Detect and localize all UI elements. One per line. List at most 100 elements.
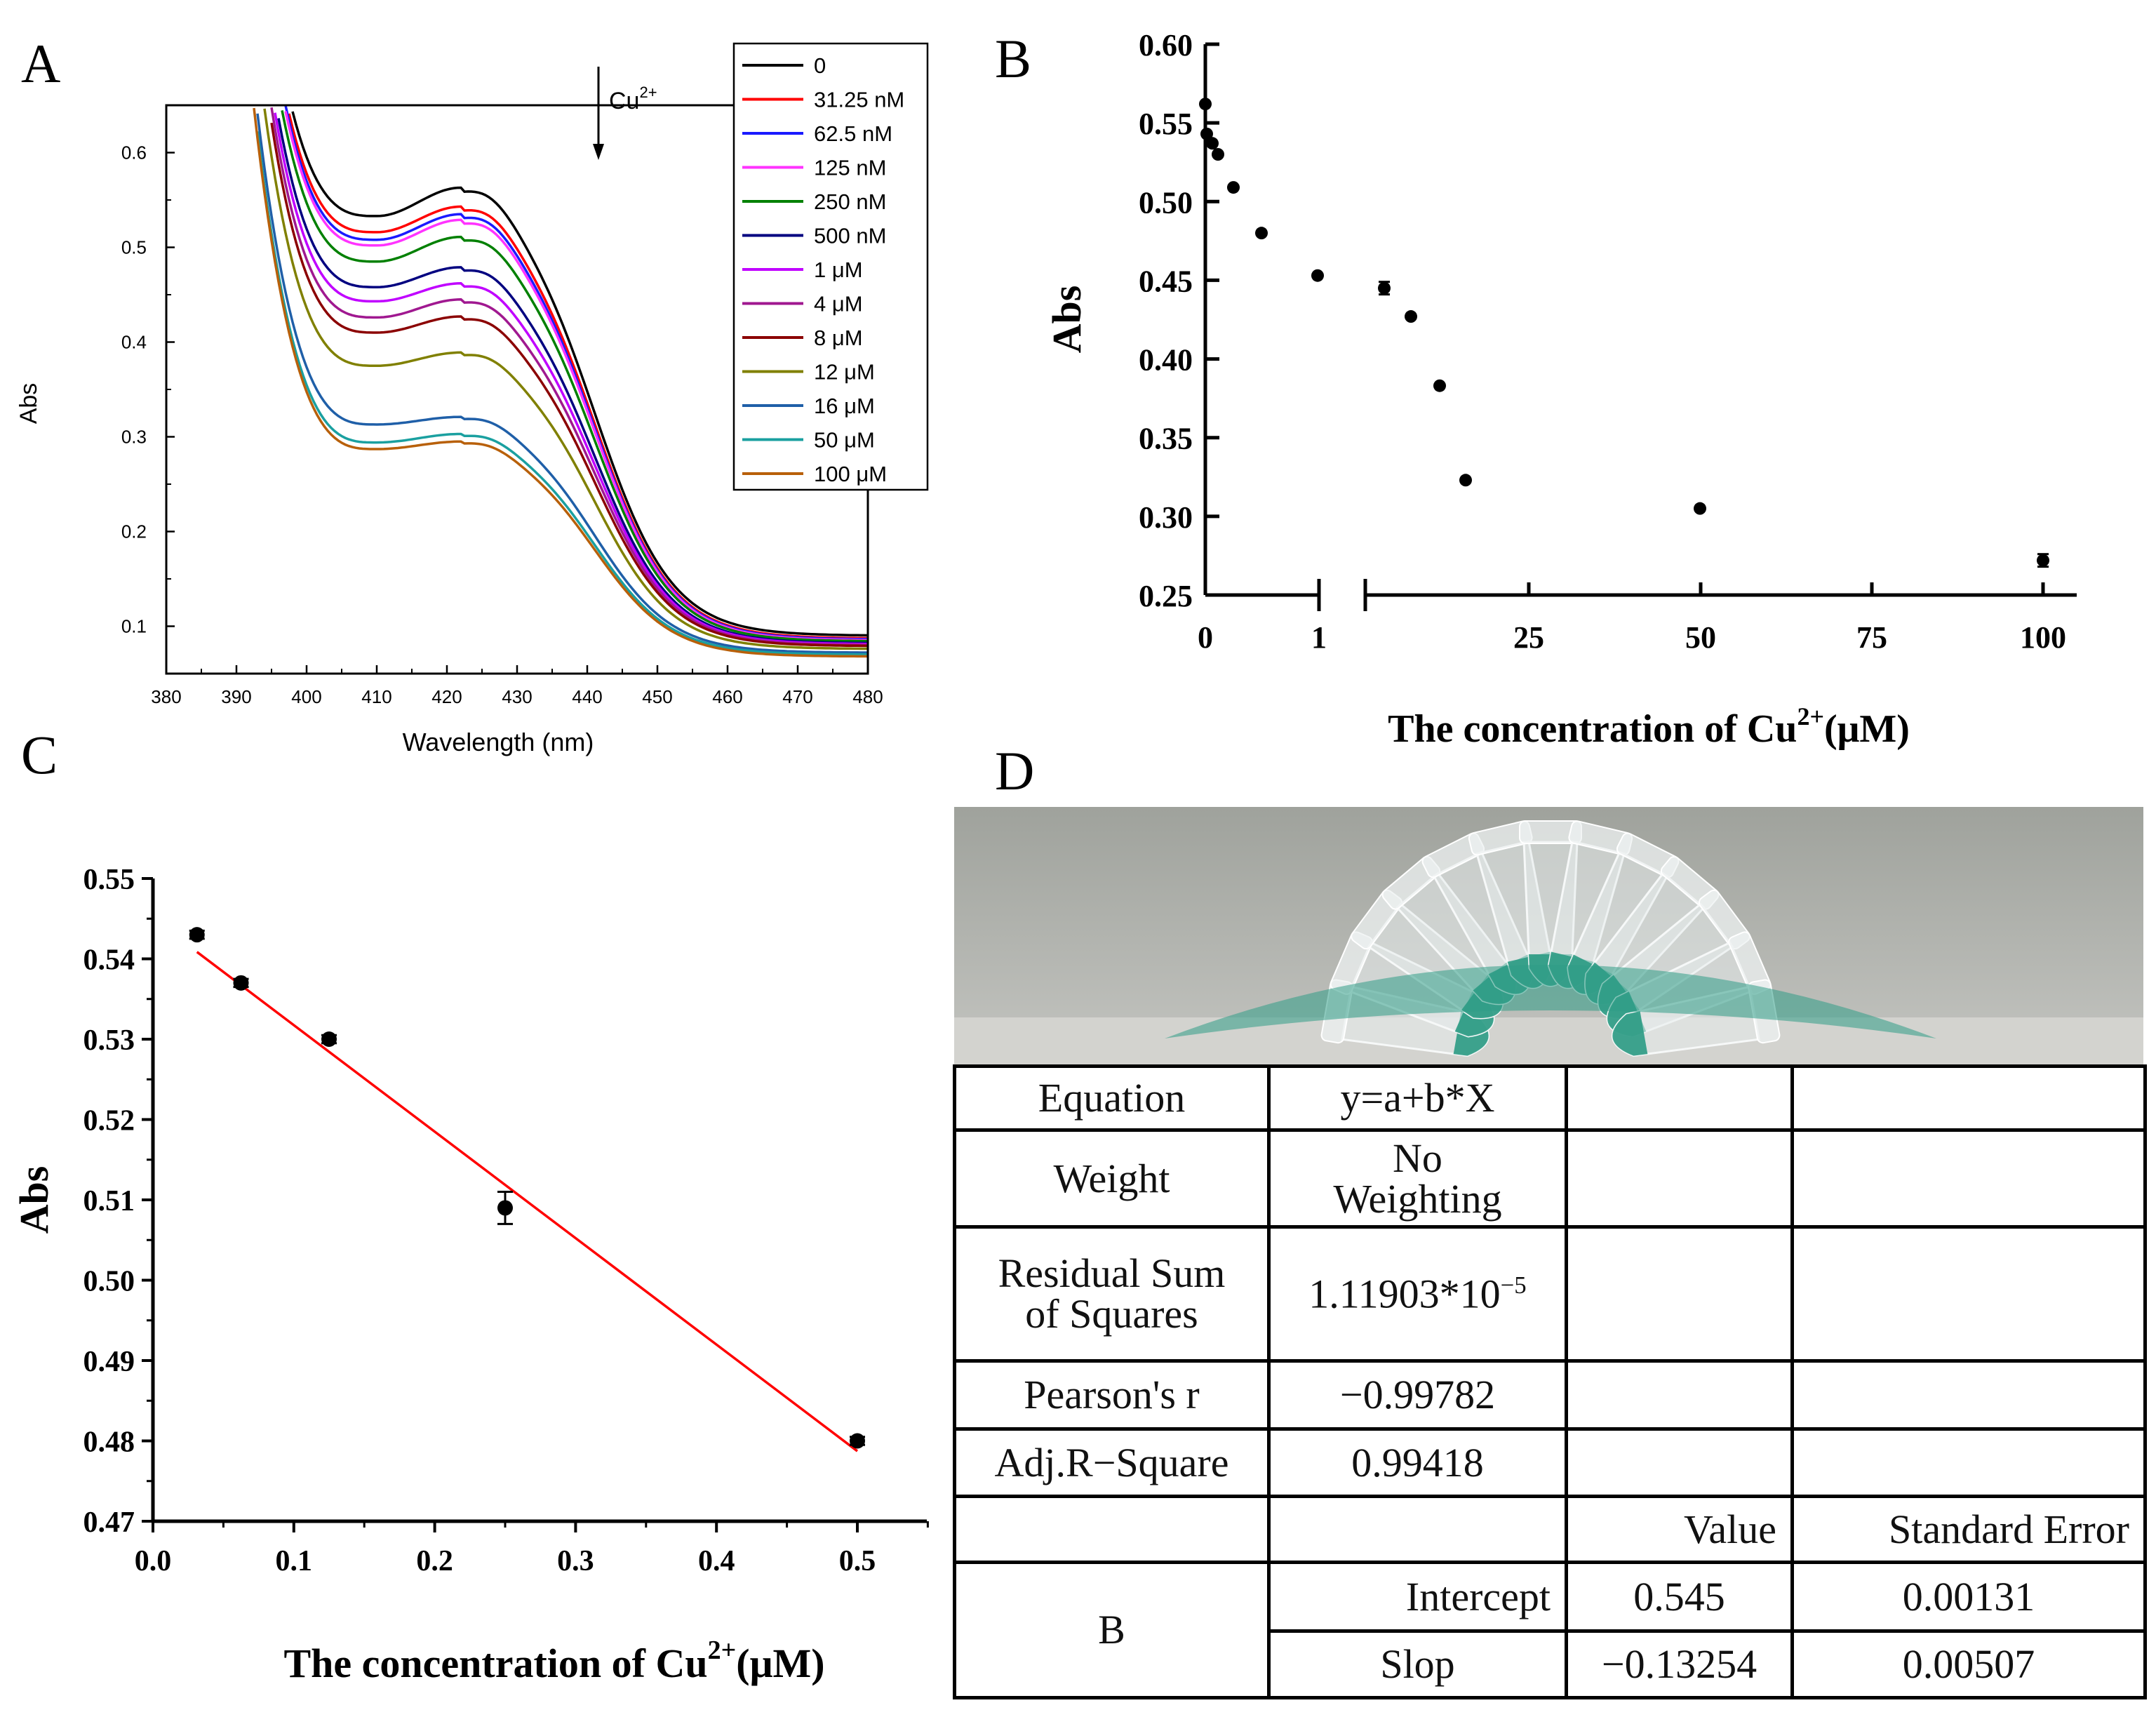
chart-a-ylabel: Abs — [15, 383, 42, 425]
chart-b-point — [1227, 181, 1240, 194]
chart-a-legend-label: 62.5 nM — [814, 121, 892, 146]
chart-c-ytick-label: 0.47 — [83, 1506, 135, 1539]
cell-empty — [1790, 1427, 2147, 1499]
chart-c-points — [189, 927, 865, 1449]
tubes — [1165, 820, 1936, 1057]
chart-b-xtick-label: 0 — [1198, 620, 1213, 655]
chart-a-xticks: 380 390 400 410 420 430 440 450 460 470 480 — [151, 665, 883, 707]
chart-a-xtick-label: 480 — [852, 686, 883, 707]
chart-b-xlabel-sup: 2+ — [1797, 702, 1824, 730]
chart-b-point — [1311, 269, 1324, 282]
chart-a-xtick-label: 440 — [572, 686, 602, 707]
cell-intercept-label: Intercept — [1267, 1561, 1568, 1633]
cell-empty — [1790, 1358, 2147, 1431]
chart-b-points — [1199, 98, 2049, 568]
chart-c-xlabel-sup: 2+ — [708, 1636, 737, 1665]
chart-c-xtick-label: 0.1 — [276, 1545, 313, 1577]
chart-a-xtick-label: 380 — [151, 686, 181, 707]
chart-c-point — [233, 975, 249, 991]
chart-a-legend-label: 250 nM — [814, 189, 886, 214]
panel-label-c: C — [21, 724, 58, 785]
chart-a-xtick-label: 460 — [712, 686, 742, 707]
cell-intercept-value: 0.545 — [1565, 1561, 1794, 1633]
chart-a-ytick-label: 0.3 — [121, 427, 147, 448]
table-row-headers: Value Standard Error — [953, 1495, 2147, 1565]
table-row-rss: Residual Sum of Squares 1.11903*10−5 — [953, 1225, 2147, 1363]
tubes-photo — [954, 807, 2143, 1067]
cell-empty — [1565, 1427, 1794, 1499]
chart-a-ytick-label: 0.5 — [121, 237, 147, 258]
chart-b-xlabel-tail: (μM) — [1824, 707, 1910, 751]
chart-b-xtick-label: 1 — [1311, 620, 1327, 655]
chart-a-annotation-text: Cu — [609, 88, 639, 114]
chart-b-xticks: 0 1 25 50 75 100 — [1198, 582, 2066, 655]
chart-b-point — [1199, 98, 1212, 111]
chart-a-legend-label: 0 — [814, 53, 826, 78]
cell-empty — [1790, 1225, 2147, 1363]
chart-b-ylabel: Abs — [1044, 286, 1090, 354]
cell-adjr-label: Adj.R−Square — [953, 1427, 1271, 1499]
chart-b-ytick-label: 0.40 — [1139, 343, 1193, 378]
chart-c-xtick-label: 0.0 — [135, 1545, 172, 1577]
chart-c-ytick-label: 0.49 — [83, 1346, 135, 1378]
chart-b-xtick-label: 50 — [1685, 620, 1716, 655]
chart-b-yticks: 0.25 0.30 0.35 0.40 0.45 0.50 0.55 0.60 — [1139, 28, 1219, 613]
chart-a-curves — [253, 105, 869, 658]
chart-a-series-line — [291, 111, 869, 637]
rss-exponent: −5 — [1500, 1271, 1527, 1299]
cell-intercept-se: 0.00131 — [1790, 1561, 2147, 1633]
chart-b-point — [2037, 554, 2049, 567]
chart-c-ytick-label: 0.53 — [83, 1024, 135, 1057]
cell-pearson-value: −0.99782 — [1267, 1358, 1568, 1431]
chart-c-ytick-label: 0.55 — [83, 864, 135, 896]
chart-c-xlabel-tail: (μM) — [736, 1641, 824, 1686]
table-row-weight: Weight No Weighting — [953, 1128, 2147, 1229]
chart-b-ytick-label: 0.30 — [1139, 500, 1193, 535]
chart-c-ytick-label: 0.50 — [83, 1266, 135, 1298]
chart-c-xlabel-text: The concentration of Cu — [283, 1641, 707, 1686]
chart-b: 0.25 0.30 0.35 0.40 0.45 0.50 0.55 0.60 0 1 25 50 7… — [1044, 28, 2077, 751]
chart-c-point — [850, 1433, 865, 1449]
panel-label-d: D — [995, 740, 1034, 801]
chart-c-fit-line — [196, 951, 859, 1452]
chart-b-ytick-label: 0.50 — [1139, 185, 1193, 220]
cell-empty — [1565, 1358, 1794, 1431]
cell-equation-value: y=a+b*X — [1267, 1064, 1568, 1132]
cell-weight-value: No Weighting — [1267, 1128, 1568, 1229]
chart-b-xlabel-text: The concentration of Cu — [1388, 707, 1797, 751]
weight-value-line2: Weighting — [1333, 1175, 1502, 1222]
chart-a-legend-label: 4 μM — [814, 292, 863, 316]
chart-c-ytick-label: 0.48 — [83, 1427, 135, 1459]
chart-a-xtick-label: 410 — [361, 686, 391, 707]
chart-a-annotation: Cu2+ — [609, 83, 657, 114]
table-row-slope: Slop −0.13254 0.00507 — [955, 1629, 2147, 1700]
cell-empty — [1267, 1495, 1568, 1565]
chart-c-point — [189, 927, 205, 943]
chart-c-ytick-label: 0.51 — [83, 1185, 135, 1217]
cell-weight-label: Weight — [953, 1128, 1271, 1229]
chart-c-xticks: 0.0 0.1 0.2 0.3 0.4 0.5 — [135, 1521, 929, 1577]
chart-c-xtick-label: 0.4 — [698, 1545, 735, 1577]
chart-a-xtick-label: 430 — [502, 686, 532, 707]
table-row-pearson: Pearson's r −0.99782 — [953, 1358, 2147, 1431]
table-row-intercept: B Intercept 0.545 0.00131 — [953, 1561, 2147, 1699]
chart-b-point — [1206, 137, 1219, 150]
chart-c-xlabel: The concentration of Cu2+(μM) — [283, 1636, 824, 1686]
cell-slope-value: −0.13254 — [1565, 1629, 1794, 1700]
chart-c-ytick-label: 0.54 — [83, 944, 135, 977]
chart-a-legend-label: 125 nM — [814, 156, 886, 180]
chart-c-xtick-label: 0.2 — [416, 1545, 453, 1577]
chart-b-xtick-label: 25 — [1513, 620, 1544, 655]
chart-a-xtick-label: 400 — [291, 686, 321, 707]
panel-label-b: B — [995, 28, 1031, 89]
cell-slope-se: 0.00507 — [1790, 1629, 2147, 1700]
chart-a-legend-label: 50 μM — [814, 428, 875, 453]
chart-b-point — [1459, 474, 1472, 487]
chart-c-yticks: 0.47 0.48 0.49 0.50 0.51 0.52 0.53 0.54 0.55 — [83, 864, 153, 1539]
chart-a: 380 390 400 410 420 430 440 450 460 470 480 0.1 0.2… — [15, 42, 929, 756]
chart-c-ylabel: Abs — [11, 1166, 57, 1234]
chart-c-point — [497, 1200, 513, 1216]
chart-a-legend-label: 31.25 nM — [814, 88, 904, 112]
chart-a-ytick-label: 0.2 — [121, 521, 147, 542]
